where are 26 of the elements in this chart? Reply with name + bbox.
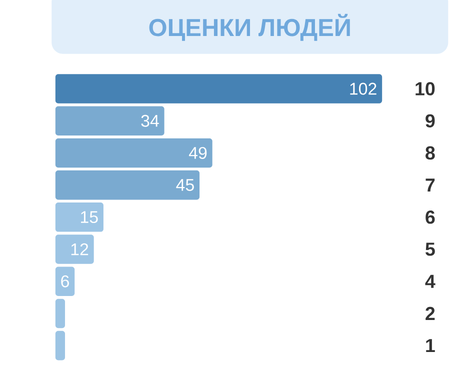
- data-label: 49: [188, 146, 207, 159]
- bar: [55, 106, 164, 136]
- bar: [55, 266, 75, 296]
- y-tick-label: 1: [426, 339, 435, 352]
- data-label: 15: [80, 211, 98, 223]
- y-tick-label: 9: [426, 114, 435, 128]
- data-label: 6: [61, 275, 69, 288]
- bar: [55, 202, 104, 232]
- bar: [55, 330, 66, 360]
- bar: [55, 74, 382, 104]
- data-label: 45: [176, 179, 194, 191]
- y-tick-label: 4: [425, 274, 436, 288]
- y-tick-label: 6: [426, 210, 435, 224]
- y-tick-label: 8: [426, 146, 435, 160]
- data-label: 12: [71, 243, 88, 256]
- bar: [55, 170, 200, 200]
- y-tick-label: 10: [416, 82, 435, 96]
- data-label: 102: [350, 82, 376, 95]
- bar: [55, 298, 66, 328]
- bar: [55, 234, 94, 264]
- chart-title: ОЦЕНКИ ЛЮДЕЙ: [149, 14, 350, 41]
- y-tick-label: 7: [426, 178, 435, 192]
- bar: [55, 138, 212, 168]
- data-label: 34: [141, 114, 159, 127]
- y-tick-label: 2: [426, 306, 435, 320]
- y-tick-label: 5: [426, 242, 435, 256]
